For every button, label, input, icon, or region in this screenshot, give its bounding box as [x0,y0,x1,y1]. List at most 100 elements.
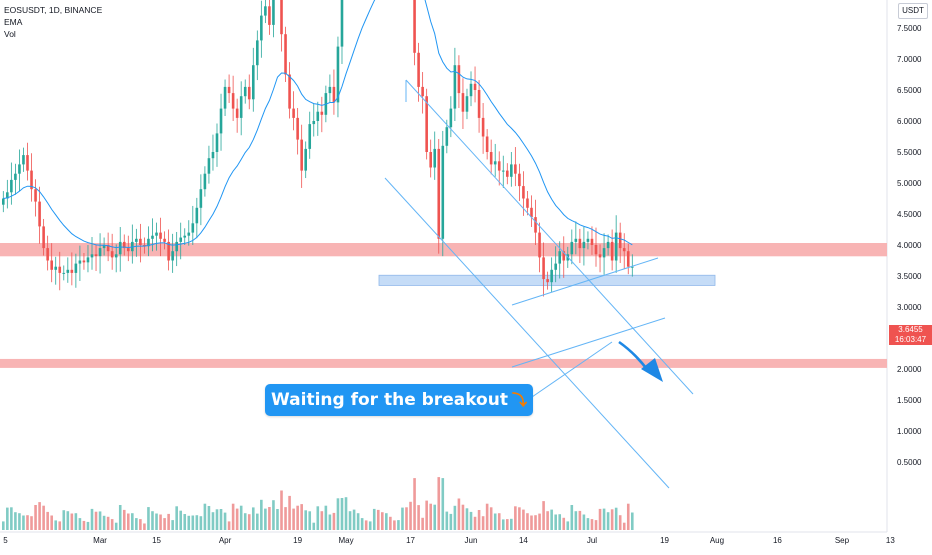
time-axis[interactable]: 5 Mar 15 Apr 19 May 17 Jun 14 Jul 19 Aug 16 Sep 13 [3,536,895,545]
volume-bar [429,503,432,530]
volume-bar [296,505,299,530]
candle [441,145,445,239]
candle [223,86,227,109]
volume-bar [256,513,259,530]
y-tick-label: 5.5000 [897,148,922,157]
volume-bar [102,515,106,530]
volume-bar [324,505,328,530]
volume-bar [106,516,110,530]
volume-bar [461,504,465,530]
volume-bar [288,495,291,530]
candle [10,179,13,193]
x-tick-label: Sep [835,536,850,545]
volume-bar [348,511,352,530]
candle [175,241,178,252]
candle [235,108,239,118]
volume-bar [526,513,529,530]
volume-bar [191,515,195,530]
volume-bar [135,518,138,530]
candle [332,86,336,103]
volume-bar [405,507,408,530]
volume-bar [215,509,219,530]
candle [526,198,529,208]
volume-bar [10,507,13,530]
symbol-title[interactable]: EOSUSDT, 1D, BINANCE [4,5,103,15]
candle [268,6,271,25]
indicator-vol-label[interactable]: Vol [4,29,16,39]
volume-bar [340,498,344,530]
volume-bar [481,516,485,530]
currency-tag[interactable]: USDT [898,3,928,19]
volume-bar [42,505,45,530]
candle [558,251,562,264]
candle [562,251,566,261]
volume-bar [223,512,227,530]
candle [2,198,5,205]
volume-bar [477,510,481,530]
volume-bar [30,516,33,530]
volume-bar [352,509,356,530]
candle [34,189,37,202]
candle [94,254,98,257]
y-tick-label: 4.5000 [897,210,922,219]
candle [437,148,441,239]
candle [30,170,33,190]
x-tick-label: Apr [219,536,232,545]
volume-bar [546,511,549,530]
volume-bar [401,507,404,530]
y-tick-label: 6.0000 [897,117,922,126]
volume-bar [413,478,416,530]
volume-bar [74,513,78,530]
ema-line [3,0,633,249]
candle [155,232,158,236]
candle [626,251,630,267]
volume-bar [143,523,146,530]
candle [106,245,110,252]
volume-bar [602,508,606,530]
volume-bar [574,511,578,530]
x-tick-label: 19 [293,536,302,545]
volume-bar [155,513,158,530]
volume-bar [264,508,267,530]
volume-bar [22,515,25,530]
volume-bar [493,513,497,530]
volume-bar [566,521,570,530]
breakout-callout[interactable]: Waiting for the breakout ⤵ [265,384,533,416]
volume-bar [578,510,582,530]
volume-bar [360,518,364,530]
y-tick-label: 7.5000 [897,24,922,33]
candle [582,241,586,249]
candles-layer [2,0,634,297]
volume-bar [211,512,215,530]
volume-bar [626,503,630,530]
candle [195,207,199,224]
drawings-layer[interactable] [384,79,694,489]
volume-bar [336,498,340,530]
countdown-timer: 16:03:47 [894,334,927,344]
y-tick-label: 2.0000 [897,365,922,374]
volume-bar [167,513,170,530]
volume-bar [586,518,590,530]
volume-bar [199,516,203,530]
x-tick-label: 5 [3,536,8,545]
candle [167,241,170,261]
volume-bar [485,503,489,530]
volume-bar [558,514,562,530]
x-tick-label: 19 [660,536,669,545]
volume-bar [630,512,634,530]
candle [477,90,481,118]
volume-bar [514,506,517,530]
candle [586,238,590,242]
candle [417,52,420,87]
candle [465,96,469,112]
candle [457,65,461,94]
candle [18,164,21,174]
candle [66,269,70,273]
volume-bar [82,520,86,530]
candle [98,248,102,257]
volume-bar [522,509,525,530]
volume-bar [538,513,541,530]
indicator-ema-label[interactable]: EMA [4,17,23,27]
